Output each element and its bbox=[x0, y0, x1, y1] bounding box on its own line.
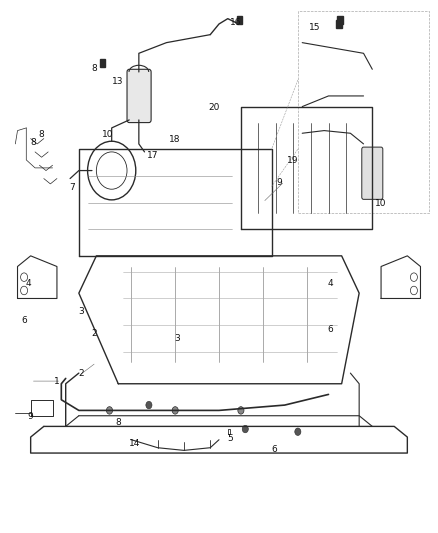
Text: 18: 18 bbox=[169, 135, 180, 144]
Text: 8: 8 bbox=[91, 64, 97, 72]
Circle shape bbox=[146, 401, 152, 409]
Bar bbox=[237, 16, 242, 24]
Text: 7: 7 bbox=[69, 183, 75, 192]
Text: 1: 1 bbox=[54, 377, 60, 385]
Circle shape bbox=[242, 425, 248, 433]
Circle shape bbox=[295, 428, 301, 435]
Text: 2: 2 bbox=[92, 329, 97, 337]
Text: 6: 6 bbox=[21, 317, 27, 325]
Text: 8: 8 bbox=[39, 130, 45, 139]
Bar bbox=[337, 16, 343, 24]
Text: 9: 9 bbox=[276, 178, 283, 187]
Text: 6: 6 bbox=[271, 445, 277, 454]
Text: 3: 3 bbox=[174, 334, 180, 343]
Text: 2: 2 bbox=[78, 369, 84, 377]
Text: 14: 14 bbox=[129, 439, 141, 448]
Text: 20: 20 bbox=[208, 103, 219, 112]
Circle shape bbox=[106, 407, 113, 414]
FancyBboxPatch shape bbox=[127, 69, 151, 123]
Text: 17: 17 bbox=[147, 151, 158, 160]
Text: 6: 6 bbox=[328, 325, 334, 334]
Text: 5: 5 bbox=[227, 434, 233, 442]
Circle shape bbox=[172, 407, 178, 414]
Text: 4: 4 bbox=[328, 279, 333, 288]
Bar bbox=[298, 11, 429, 213]
Text: 3: 3 bbox=[78, 308, 84, 316]
Bar bbox=[336, 20, 342, 28]
Text: 8: 8 bbox=[30, 139, 36, 147]
Bar bbox=[100, 59, 105, 67]
Text: 13: 13 bbox=[112, 77, 123, 85]
Text: 19: 19 bbox=[287, 157, 298, 165]
Text: 4: 4 bbox=[26, 279, 31, 288]
Circle shape bbox=[238, 407, 244, 414]
Text: 9: 9 bbox=[27, 413, 33, 421]
Text: 10: 10 bbox=[375, 199, 387, 208]
Text: 16: 16 bbox=[230, 18, 241, 27]
Text: 15: 15 bbox=[309, 23, 320, 32]
Text: 10: 10 bbox=[102, 130, 113, 139]
FancyBboxPatch shape bbox=[362, 147, 383, 199]
Text: 8: 8 bbox=[115, 418, 121, 427]
